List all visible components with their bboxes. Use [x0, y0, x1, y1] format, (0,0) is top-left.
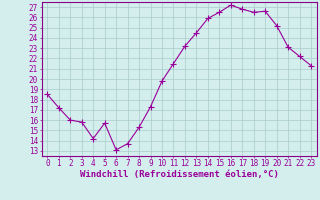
- X-axis label: Windchill (Refroidissement éolien,°C): Windchill (Refroidissement éolien,°C): [80, 170, 279, 179]
